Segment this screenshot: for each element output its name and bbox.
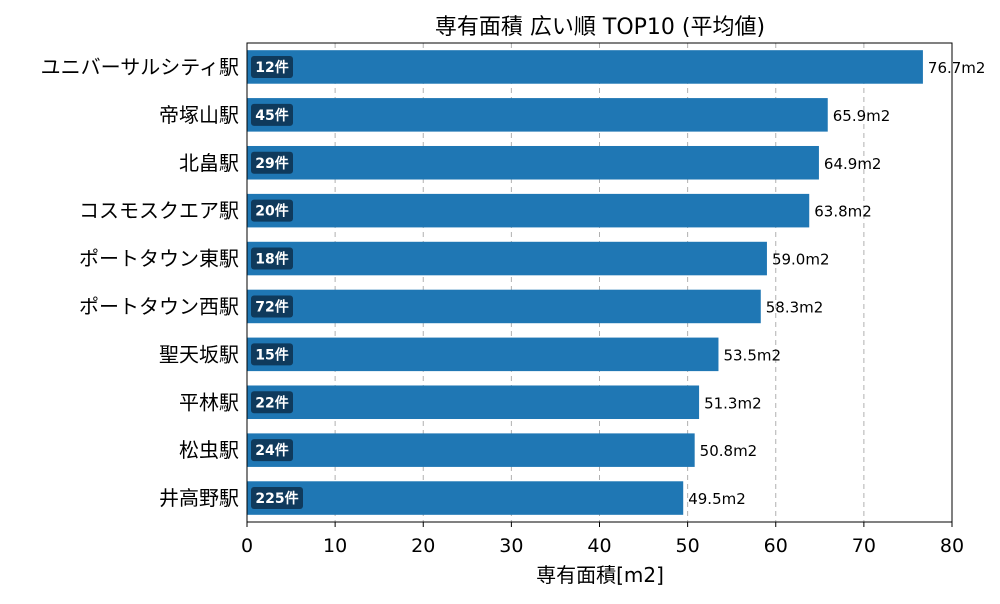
count-badge-label: 72件 [255, 298, 288, 315]
x-axis-ticks: 0 10 20 30 40 50 60 70 80 [241, 522, 964, 557]
count-badge [251, 103, 293, 126]
bar [247, 481, 684, 515]
count-badge-label: 12件 [255, 59, 288, 76]
bars [247, 50, 923, 515]
bar-value-label: 63.8m2 [814, 203, 872, 221]
count-badge-label: 45件 [255, 107, 288, 124]
x-tick-label: 10 [323, 535, 347, 557]
count-badge [251, 199, 293, 222]
bar-value-label: 65.9m2 [833, 107, 891, 125]
count-badge [251, 247, 293, 270]
y-category-label: 北畠駅 [179, 151, 239, 175]
x-tick-label: 0 [241, 535, 253, 557]
y-category-label: ポートタウン東駅 [79, 247, 239, 271]
bar [247, 241, 767, 276]
bar [247, 98, 828, 132]
x-tick-label: 80 [940, 535, 964, 557]
bar-value-label: 58.3m2 [766, 298, 824, 316]
bar [247, 433, 695, 467]
x-tick-label: 70 [852, 535, 876, 557]
x-tick-label: 50 [676, 535, 700, 557]
bar [247, 145, 819, 180]
count-badge [251, 487, 303, 510]
count-badge [251, 295, 293, 318]
y-category-label: 聖天坂駅 [159, 342, 239, 366]
bar [247, 289, 761, 324]
count-badge [251, 343, 293, 366]
y-category-label: ポートタウン西駅 [79, 294, 239, 318]
bar-value-label: 51.3m2 [704, 394, 762, 412]
bar [247, 337, 719, 372]
bar [247, 50, 923, 84]
count-badge [251, 439, 293, 462]
bar [247, 193, 810, 228]
chart-title: 専有面積 広い順 TOP10 (平均値) [435, 15, 765, 40]
bar-value-label: 53.5m2 [723, 346, 781, 364]
bar-value-label: 49.5m2 [688, 490, 746, 508]
y-category-label: ユニバーサルシティ駅 [41, 55, 239, 79]
count-badge-label: 15件 [255, 346, 288, 363]
x-tick-label: 40 [587, 535, 611, 557]
count-badge-label: 22件 [255, 394, 288, 411]
count-badge-label: 24件 [255, 442, 288, 459]
y-category-label: 平林駅 [179, 390, 239, 414]
y-category-label: 井高野駅 [159, 486, 239, 510]
bar-value-label: 64.9m2 [824, 155, 882, 173]
count-badge-label: 29件 [255, 155, 288, 172]
bar [247, 385, 700, 420]
count-badge-label: 225件 [255, 490, 298, 507]
count-badge-label: 20件 [255, 203, 288, 220]
x-axis-label: 専有面積[m2] [536, 563, 664, 587]
y-category-label: 松虫駅 [179, 438, 239, 462]
y-category-label: コスモスクエア駅 [79, 199, 239, 223]
x-tick-label: 30 [499, 535, 523, 557]
count-badge [251, 55, 293, 78]
bar-value-label: 59.0m2 [772, 251, 830, 269]
x-tick-label: 60 [764, 535, 788, 557]
count-badge [251, 151, 293, 174]
x-tick-label: 20 [411, 535, 435, 557]
bar-value-label: 76.7m2 [928, 59, 986, 77]
y-category-label: 帝塚山駅 [159, 103, 239, 127]
bar-value-label: 50.8m2 [700, 442, 758, 460]
count-badge-label: 18件 [255, 251, 288, 268]
count-badge [251, 391, 293, 414]
